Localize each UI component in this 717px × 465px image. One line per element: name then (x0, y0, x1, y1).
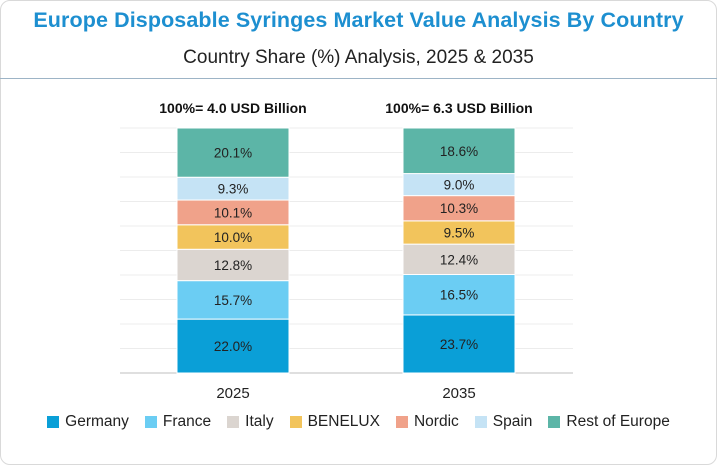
data-label: 15.7% (214, 293, 252, 308)
bar-segment-rest-of-europe-2035 (402, 127, 516, 175)
legend-swatch (47, 416, 60, 428)
bar-segment-nordic-2025 (176, 199, 290, 226)
legend-label: Spain (492, 413, 533, 430)
data-label: 9.3% (218, 182, 249, 197)
legend-item: Spain (474, 413, 533, 431)
legend-swatch (395, 416, 408, 428)
data-label: 10.1% (214, 205, 252, 220)
bar-segment-rest-of-europe-2025 (176, 127, 290, 178)
bar-segment-italy-2025 (176, 248, 290, 282)
data-label: 12.8% (214, 258, 252, 273)
legend-label: France (162, 413, 212, 430)
chart-subtitle: Country Share (%) Analysis, 2025 & 2035 (183, 47, 534, 68)
legend-item: Nordic (395, 413, 459, 431)
data-label: 16.5% (440, 288, 478, 303)
chart-title: Europe Disposable Syringes Market Value … (33, 8, 684, 32)
data-label: 22.0% (214, 339, 252, 354)
legend-item: France (144, 413, 212, 431)
legend-label: Rest of Europe (566, 413, 670, 430)
bar-segment-italy-2035 (402, 243, 516, 276)
legend-label: BENELUX (307, 413, 380, 430)
legend-label: Germany (65, 413, 129, 430)
legend-item: Germany (47, 413, 129, 431)
data-label: 9.5% (444, 225, 475, 240)
legend-swatch (474, 416, 487, 428)
legend-swatch (289, 416, 302, 428)
legend-swatch (227, 416, 240, 428)
bar-total-label: 100%= 4.0 USD Billion (159, 100, 306, 116)
header-divider (0, 78, 717, 79)
data-label: 9.0% (444, 178, 475, 193)
legend-item: BENELUX (289, 413, 380, 431)
x-tick-label: 2035 (442, 385, 475, 402)
bar-segment-germany-2025 (176, 318, 290, 374)
bar-segment-france-2025 (176, 280, 290, 320)
data-label: 20.1% (214, 146, 252, 161)
legend-item: Rest of Europe (548, 413, 670, 431)
chart-legend: Germany France Italy BENELUX Nordic Spain Rest… (0, 413, 717, 431)
chart-header: Europe Disposable Syringes Market Value … (0, 0, 717, 78)
data-label: 18.6% (440, 144, 478, 159)
data-label: 12.4% (440, 252, 478, 267)
legend-label: Nordic (413, 413, 459, 430)
bar-segment-france-2035 (402, 274, 516, 316)
x-tick-label: 2025 (216, 385, 249, 402)
data-label: 23.7% (440, 337, 478, 352)
bar-segment-benelux-2025 (176, 224, 290, 250)
data-label: 10.0% (214, 230, 252, 245)
data-label: 10.3% (440, 201, 478, 216)
legend-label: Italy (245, 413, 274, 430)
legend-swatch (144, 416, 157, 428)
legend-item: Italy (227, 413, 274, 431)
bar-total-label: 100%= 6.3 USD Billion (385, 100, 532, 116)
bar-segment-germany-2035 (402, 314, 516, 374)
legend-swatch (548, 416, 561, 428)
